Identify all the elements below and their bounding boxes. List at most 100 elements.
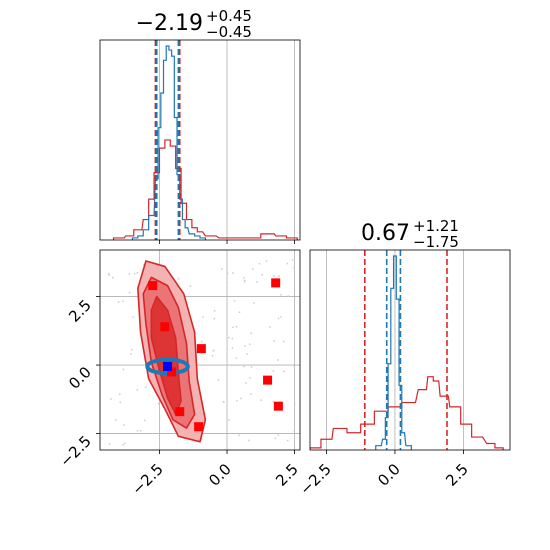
sample-point bbox=[244, 280, 246, 283]
sample-point bbox=[145, 386, 147, 388]
sample-point bbox=[223, 401, 225, 403]
title-param1-value: 0.67 bbox=[361, 221, 410, 246]
sample-point bbox=[256, 281, 258, 283]
sample-point bbox=[231, 337, 234, 340]
title-param0-upper: +0.45 bbox=[206, 7, 252, 25]
grid-top-left bbox=[159, 40, 295, 240]
sample-point bbox=[132, 316, 134, 318]
sample-point bbox=[250, 332, 252, 335]
sample-point bbox=[272, 370, 275, 372]
y-tick-labels: 2.5 0.0 −2.5 bbox=[56, 296, 94, 470]
y1-tick-label-1: 0.0 bbox=[65, 363, 95, 393]
histogram-param1 bbox=[310, 250, 504, 450]
sample-point bbox=[226, 348, 228, 350]
title-param1-lower: −1.75 bbox=[413, 233, 459, 251]
sample-point bbox=[293, 430, 295, 433]
histogram-red-param0 bbox=[112, 139, 298, 240]
sample-point bbox=[277, 317, 280, 320]
sample-point bbox=[226, 282, 228, 284]
marker-red-5 bbox=[271, 278, 281, 288]
sample-point bbox=[128, 273, 131, 275]
sample-point bbox=[189, 285, 192, 287]
y1-tick-label-2: 2.5 bbox=[65, 296, 95, 326]
x1-tick-label-2: 2.5 bbox=[442, 460, 472, 490]
histogram-red-param1 bbox=[310, 376, 504, 450]
sample-point bbox=[248, 439, 250, 442]
sample-point bbox=[122, 368, 125, 371]
sample-point bbox=[123, 442, 126, 445]
sample-point bbox=[260, 399, 262, 401]
sample-point bbox=[177, 277, 180, 280]
sample-point bbox=[232, 272, 234, 274]
sample-point bbox=[258, 262, 261, 265]
sample-point bbox=[139, 429, 142, 432]
marker-red-0 bbox=[148, 281, 158, 291]
sample-point bbox=[108, 272, 110, 275]
sample-point bbox=[238, 434, 240, 436]
sample-point bbox=[236, 400, 238, 402]
sample-point bbox=[136, 272, 139, 274]
sample-point bbox=[245, 382, 247, 384]
sample-point bbox=[119, 401, 122, 404]
sample-point bbox=[240, 397, 242, 400]
marker-blue bbox=[163, 361, 173, 371]
sample-point bbox=[122, 444, 124, 446]
sample-point bbox=[293, 365, 295, 368]
sample-point bbox=[243, 277, 245, 279]
title-param0: −2.19 +0.45 −0.45 bbox=[136, 7, 252, 41]
sample-point bbox=[213, 310, 216, 312]
sample-point bbox=[277, 434, 280, 436]
sample-point bbox=[244, 345, 246, 347]
sample-point bbox=[200, 340, 203, 343]
axes-frame-bottom-right bbox=[309, 249, 511, 451]
sample-point bbox=[265, 260, 268, 262]
sample-point bbox=[123, 424, 125, 426]
sample-point bbox=[108, 274, 111, 276]
sample-point bbox=[283, 370, 285, 373]
sample-point bbox=[108, 443, 111, 445]
sample-point bbox=[117, 301, 120, 303]
sample-point bbox=[293, 266, 295, 269]
sample-point bbox=[136, 430, 139, 432]
axes-frame-bottom-left bbox=[99, 249, 301, 451]
sample-point bbox=[220, 268, 223, 270]
sample-point bbox=[272, 400, 275, 403]
sample-point bbox=[251, 268, 254, 270]
x1-tick-label-1: 0.0 bbox=[374, 460, 404, 490]
sample-point bbox=[231, 347, 234, 349]
sample-point bbox=[269, 326, 271, 328]
sample-point bbox=[244, 279, 246, 282]
title-param0-value: −2.19 bbox=[136, 11, 203, 36]
sample-point bbox=[280, 294, 282, 296]
sample-point bbox=[293, 403, 296, 406]
sample-point bbox=[286, 262, 289, 265]
marker-red-7 bbox=[175, 407, 185, 417]
sample-point bbox=[143, 264, 145, 266]
sample-point bbox=[213, 317, 216, 320]
sample-point bbox=[110, 398, 112, 400]
sample-point bbox=[235, 326, 238, 328]
sample-point bbox=[249, 376, 251, 379]
sample-point bbox=[217, 379, 220, 381]
sample-point bbox=[131, 348, 133, 351]
sample-point bbox=[277, 359, 279, 361]
title-param1-upper: +1.21 bbox=[413, 217, 459, 235]
histogram-blue-param0 bbox=[131, 45, 207, 240]
sample-point bbox=[115, 419, 117, 421]
histogram-blue-param1 bbox=[375, 255, 412, 450]
sample-point bbox=[253, 302, 255, 304]
marker-red-8 bbox=[194, 422, 204, 432]
sample-point bbox=[287, 295, 290, 297]
x-tick-labels-right: −2.5 0.0 2.5 bbox=[296, 460, 471, 498]
sample-point bbox=[136, 389, 139, 391]
y1-tick-label-0: −2.5 bbox=[56, 432, 94, 470]
x-tick-labels-left: −2.5 0.0 2.5 bbox=[128, 460, 301, 498]
sample-point bbox=[133, 272, 136, 275]
x1-tick-label-0: −2.5 bbox=[296, 460, 334, 498]
sample-point bbox=[231, 364, 233, 367]
sample-point bbox=[238, 311, 241, 313]
marker-red-6 bbox=[273, 401, 283, 411]
sample-point bbox=[250, 393, 252, 395]
sample-point bbox=[278, 275, 280, 277]
